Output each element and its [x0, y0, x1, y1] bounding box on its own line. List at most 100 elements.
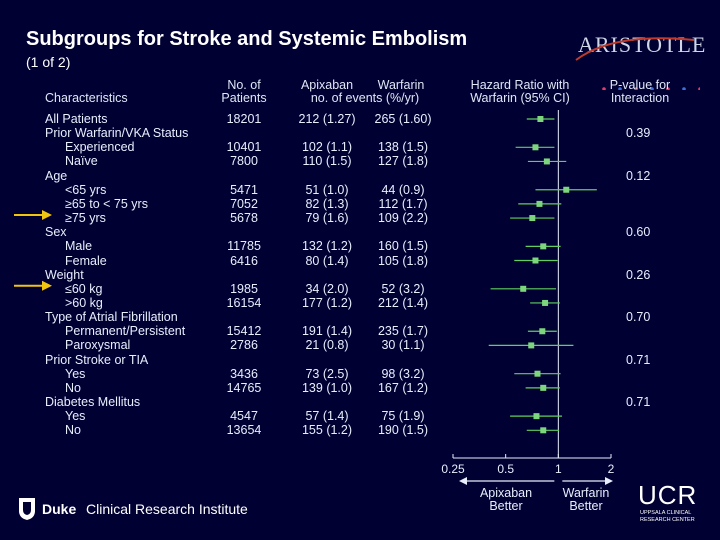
header-hazard-line2: Warfarin (95% CI) [470, 91, 570, 105]
apixaban-better-line2: Better [489, 499, 523, 513]
header-pvalue: P-value for Interaction [602, 79, 678, 105]
subgroup-label: ≤60 kg [65, 281, 103, 296]
subgroup-label: ≥75 yrs [65, 211, 106, 226]
patients-count: 3436 [230, 366, 258, 381]
patients-count: 7052 [230, 196, 258, 211]
warfarin-events: 212 (1.4) [377, 295, 429, 310]
apixaban-events: 73 (2.5) [305, 366, 349, 381]
p-value: 0.26 [626, 267, 651, 282]
header-apixaban: Apixaban [300, 78, 354, 92]
apixaban-events: 155 (1.2) [301, 423, 353, 438]
p-value: 0.71 [626, 395, 651, 409]
p-value: 0.70 [626, 310, 651, 325]
subgroup-label: Female [65, 253, 107, 268]
apixaban-events: 51 (1.0) [305, 182, 349, 197]
group-label: Age [45, 168, 68, 183]
subgroup-label: ≥65 to < 75 yrs [65, 196, 148, 211]
p-value: 0.60 [626, 225, 651, 240]
hr-marker [540, 384, 547, 391]
duke-shield-icon [19, 498, 35, 520]
header-n-patients: No. of Patients [214, 79, 274, 105]
subgroup-label: Paroxysmal [65, 338, 131, 353]
hr-marker [520, 285, 527, 292]
patients-count: 5678 [230, 211, 258, 226]
warfarin-events: 44 (0.9) [381, 182, 425, 197]
hr-marker [563, 186, 570, 193]
group-label: Prior Stroke or TIA [45, 352, 149, 367]
patients-count: 5471 [230, 182, 258, 197]
highlight-arrow-head [42, 280, 52, 291]
hr-marker [536, 200, 543, 207]
subgroup-label: Permanent/Persistent [65, 324, 186, 339]
warfarin-events: 75 (1.9) [381, 409, 425, 424]
patients-count: 16154 [226, 295, 262, 310]
patients-count: 10401 [226, 140, 262, 155]
hr-marker [532, 144, 539, 151]
apixaban-events: 139 (1.0) [301, 380, 353, 395]
hr-marker [540, 427, 547, 434]
header-warfarin: Warfarin [377, 78, 425, 92]
warfarin-events: 138 (1.5) [377, 140, 429, 155]
subgroup-label: Yes [65, 366, 86, 381]
apixaban-events: 82 (1.3) [305, 196, 349, 211]
warfarin-arrowhead [605, 477, 613, 485]
x-tick-label: 0.5 [497, 462, 514, 476]
ucr-logo: UCR UPPSALA CLINICAL RESEARCH CENTER [638, 480, 710, 526]
warfarin-events: 127 (1.8) [377, 154, 429, 169]
p-value: 0.12 [626, 168, 651, 183]
warfarin-events: 98 (3.2) [381, 366, 425, 381]
hr-marker [543, 158, 550, 165]
patients-count: 2786 [230, 338, 258, 353]
warfarin-events: 190 (1.5) [377, 423, 429, 438]
warfarin-events: 105 (1.8) [377, 253, 429, 268]
warfarin-events: 52 (3.2) [381, 281, 425, 296]
warfarin-better-line2: Better [569, 499, 603, 513]
slide-title: Subgroups for Stroke and Systemic Emboli… [26, 28, 468, 50]
logo-swoosh [575, 37, 695, 61]
header-characteristics: Characteristics [45, 91, 128, 105]
hr-marker [529, 215, 536, 222]
hr-marker [537, 116, 544, 122]
apixaban-events: 80 (1.4) [305, 253, 349, 268]
hr-marker [528, 342, 535, 349]
warfarin-better-line1: Warfarin [562, 486, 610, 500]
subgroup-label: Naïve [65, 154, 98, 169]
hr-marker [540, 243, 547, 250]
group-label: All Patients [45, 112, 108, 126]
x-tick-label: 1 [554, 462, 562, 476]
slide-subtitle: (1 of 2) [26, 54, 71, 70]
header-n-line1: No. of [227, 78, 261, 92]
subgroup-label: Male [65, 239, 93, 254]
header-hazard-line1: Hazard Ratio with [470, 78, 570, 92]
apixaban-arrowhead [459, 477, 467, 485]
ucr-subtext-line1: UPPSALA CLINICAL [640, 510, 692, 516]
apixaban-events: 110 (1.5) [302, 154, 352, 169]
hr-marker [533, 413, 540, 420]
patients-count: 7800 [230, 154, 258, 169]
apixaban-events: 177 (1.2) [301, 295, 353, 310]
group-label: Prior Warfarin/VKA Status [45, 126, 189, 141]
subgroup-label: No [65, 380, 81, 395]
warfarin-events: 112 (1.7) [378, 196, 428, 211]
ucr-logo-text: UCR [638, 480, 698, 510]
patients-count: 4547 [230, 409, 258, 424]
patients-count: 15412 [226, 324, 262, 339]
hr-marker [532, 257, 539, 264]
p-value: 0.71 [626, 352, 651, 367]
patients-count: 13654 [226, 423, 262, 438]
apixaban-events: 79 (1.6) [305, 211, 349, 226]
apixaban-events: 21 (0.8) [305, 338, 349, 353]
p-value: 0.39 [626, 126, 651, 141]
ucr-subtext-line2: RESEARCH CENTER [640, 517, 695, 523]
subgroup-label: >60 kg [65, 295, 103, 310]
header-pvalue-line2: Interaction [610, 91, 670, 105]
patients-count: 6416 [230, 253, 258, 268]
apixaban-events: 191 (1.4) [301, 324, 353, 339]
apixaban-better-line1: Apixaban [479, 486, 533, 500]
patients-count: 1985 [230, 281, 258, 296]
hr-marker [534, 370, 541, 377]
warfarin-events: 235 (1.7) [377, 324, 429, 339]
warfarin-events: 109 (2.2) [377, 211, 429, 226]
